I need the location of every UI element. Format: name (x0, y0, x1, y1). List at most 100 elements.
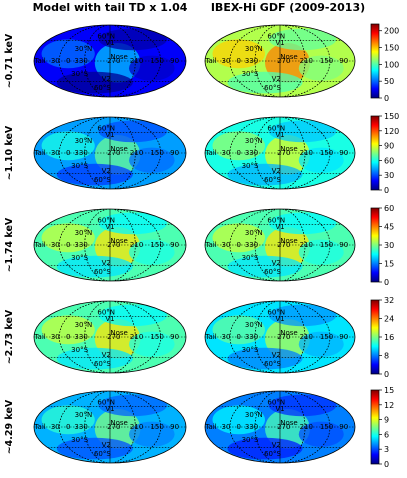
colorbar-bar (371, 300, 379, 374)
longitude-label: 210 (300, 333, 313, 341)
lat-60s-label: 60°S (94, 268, 111, 276)
lat-60s-label: 60°S (264, 268, 281, 276)
longitude-label: 90 (170, 423, 179, 431)
lat-30s-label: 30°S (242, 254, 259, 262)
colorbar-tick-label: 15 (384, 260, 394, 269)
lat-30n-label: 30°N (245, 45, 263, 53)
tail-label: Tail (204, 57, 216, 65)
longitude-label: 30 (222, 333, 231, 341)
v1-label: V1 (275, 405, 284, 413)
colorbar-tick-label: 15 (384, 386, 394, 395)
lat-30n-label: 30°N (245, 229, 263, 237)
longitude-label: 150 (320, 423, 333, 431)
v1-label: V1 (275, 131, 284, 139)
longitude-label: 150 (150, 423, 163, 431)
longitude-label: 150 (320, 57, 333, 65)
colorbar-tick-label: 0 (384, 460, 389, 469)
colorbar-tick-label: 3 (384, 445, 389, 454)
lat-30s-label: 30°S (71, 436, 88, 444)
longitude-label: 150 (320, 333, 333, 341)
v2-label: V2 (102, 167, 111, 175)
lat-30s-label: 30°S (71, 162, 88, 170)
longitude-label: 270 (107, 423, 120, 431)
colorbar-tick-label: 9 (384, 416, 389, 425)
longitude-label: 30 (222, 423, 231, 431)
colorbar-tick-label: 0 (384, 186, 389, 195)
v1-label: V1 (105, 405, 114, 413)
colorbar-tick-label: 150 (384, 44, 399, 53)
lat-30s-label: 30°S (242, 70, 259, 78)
longitude-label: 330 (74, 57, 87, 65)
lat-30s-label: 30°S (71, 70, 88, 78)
longitude-label: 90 (339, 423, 348, 431)
longitude-label: 90 (339, 333, 348, 341)
longitude-label: 30 (222, 241, 231, 249)
colorbar-tick-label: 30 (384, 241, 394, 250)
longitude-label: 90 (339, 241, 348, 249)
longitude-label: 0 (237, 333, 241, 341)
colorbar-bar (371, 208, 379, 282)
longitude-label: 210 (130, 241, 143, 249)
longitude-label: 330 (74, 149, 87, 157)
lat-60s-label: 60°S (94, 450, 111, 458)
longitude-label: 210 (130, 333, 143, 341)
longitude-label: 210 (300, 57, 313, 65)
colorbar-bar (371, 390, 379, 464)
colorbar-tick-label: 100 (384, 60, 399, 69)
column-title-ibex: IBEX-Hi GDF (2009-2013) (211, 1, 365, 14)
v1-label: V1 (105, 131, 114, 139)
longitude-label: 30 (51, 423, 60, 431)
longitude-label: 330 (245, 57, 258, 65)
longitude-label: 210 (130, 423, 143, 431)
longitude-label: 330 (245, 423, 258, 431)
lat-30s-label: 30°S (71, 346, 88, 354)
colorbar-bar (371, 24, 379, 98)
longitude-label: 90 (170, 333, 179, 341)
longitude-label: 210 (130, 149, 143, 157)
v1-label: V1 (275, 223, 284, 231)
lat-30n-label: 30°N (245, 321, 263, 329)
colorbar-tick-label: 16 (384, 333, 394, 342)
row-label: ~0.71 keV (4, 33, 15, 88)
colorbar-tick-label: 200 (384, 27, 399, 36)
lat-30n-label: 30°N (75, 137, 93, 145)
longitude-label: 270 (277, 241, 290, 249)
row-label: ~2.73 keV (4, 309, 15, 364)
longitude-label: 270 (277, 57, 290, 65)
longitude-label: 90 (170, 57, 179, 65)
colorbar-bar (371, 116, 379, 190)
colorbar-tick-label: 0 (384, 370, 389, 379)
tail-label: Tail (204, 423, 216, 431)
longitude-label: 330 (74, 333, 87, 341)
v2-label: V2 (272, 441, 281, 449)
longitude-label: 30 (51, 57, 60, 65)
colorbar-tick-label: 0 (384, 278, 389, 287)
v1-label: V1 (275, 315, 284, 323)
lat-60s-label: 60°S (264, 176, 281, 184)
colorbar-tick-label: 12 (384, 401, 394, 410)
longitude-label: 90 (170, 241, 179, 249)
lat-30s-label: 30°S (242, 436, 259, 444)
longitude-label: 270 (107, 149, 120, 157)
longitude-label: 0 (237, 423, 241, 431)
longitude-label: 270 (107, 241, 120, 249)
v2-label: V2 (102, 259, 111, 267)
longitude-label: 150 (150, 241, 163, 249)
longitude-label: 330 (245, 149, 258, 157)
longitude-label: 0 (66, 241, 70, 249)
longitude-label: 270 (107, 57, 120, 65)
longitude-label: 0 (237, 149, 241, 157)
longitude-label: 330 (74, 423, 87, 431)
